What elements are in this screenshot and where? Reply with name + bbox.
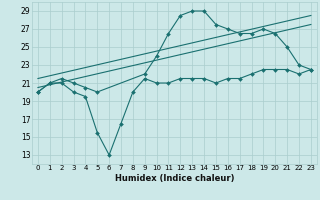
- X-axis label: Humidex (Indice chaleur): Humidex (Indice chaleur): [115, 174, 234, 183]
